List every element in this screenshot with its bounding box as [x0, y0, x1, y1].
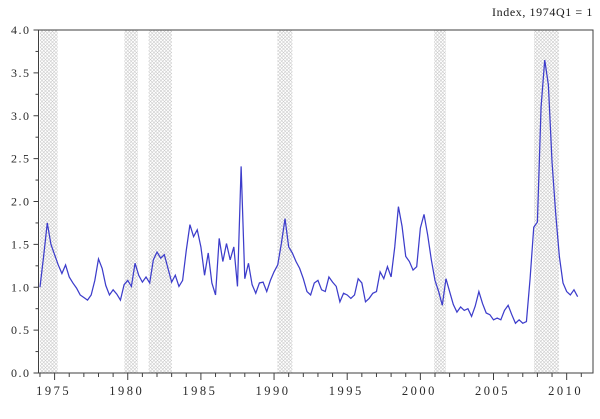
- x-tick-label: 1980: [109, 384, 144, 398]
- x-tick-label: 1985: [182, 384, 217, 398]
- recession-band: [277, 30, 293, 373]
- y-tick-label: 1.5: [11, 237, 31, 251]
- index-line: [39, 59, 579, 325]
- y-tick-label: 2.5: [11, 152, 31, 166]
- recession-band: [434, 30, 446, 373]
- recession-band: [124, 30, 138, 373]
- x-tick-label: 1975: [36, 384, 71, 398]
- x-tick-label: 1990: [256, 384, 291, 398]
- y-tick-label: 2.0: [11, 195, 31, 209]
- recession-band: [39, 30, 58, 373]
- y-tick-label: 4.0: [11, 23, 31, 37]
- y-tick-label: 0.5: [11, 323, 31, 337]
- x-tick-label: 2010: [548, 384, 583, 398]
- x-tick-label: 2005: [475, 384, 510, 398]
- plot-border: [38, 29, 594, 374]
- recession-band: [148, 30, 172, 373]
- y-tick-label: 1.0: [11, 280, 31, 294]
- y-tick-label: 0.0: [11, 366, 31, 380]
- y-tick-label: 3.0: [11, 109, 31, 123]
- x-tick-label: 2000: [402, 384, 437, 398]
- y-tick-label: 3.5: [11, 66, 31, 80]
- x-tick-label: 1995: [329, 384, 364, 398]
- chart-title: Index, 1974Q1 = 1: [492, 5, 593, 19]
